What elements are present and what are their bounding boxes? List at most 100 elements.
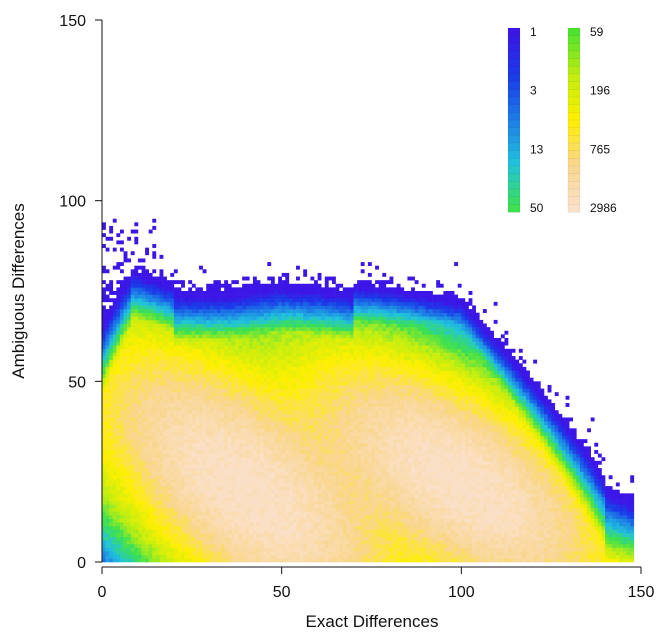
- heatmap-cell: [130, 272, 135, 277]
- heatmap-cell: [274, 518, 279, 523]
- heatmap-cell: [155, 421, 160, 425]
- heatmap-cell: [234, 334, 239, 339]
- heatmap-cell: [245, 493, 250, 498]
- heatmap-cell: [274, 337, 279, 342]
- heatmap-cell: [256, 348, 261, 353]
- heatmap-cell: [263, 392, 268, 397]
- heatmap-cell: [141, 453, 146, 458]
- heatmap-cell: [166, 435, 171, 440]
- heatmap-cell: [188, 341, 193, 346]
- heatmap-cell: [213, 522, 218, 527]
- heatmap-cell: [274, 475, 279, 480]
- heatmap-cell: [145, 457, 150, 462]
- heatmap-cell: [130, 366, 135, 371]
- heatmap-cell: [321, 522, 326, 527]
- heatmap-cell: [148, 272, 153, 277]
- heatmap-cell: [123, 421, 128, 425]
- heatmap-cell: [281, 370, 286, 375]
- heatmap-cell: [216, 442, 221, 447]
- heatmap-cell: [184, 439, 189, 444]
- heatmap-cell: [224, 377, 229, 382]
- heatmap-cell: [102, 384, 106, 389]
- heatmap-cell: [324, 446, 329, 451]
- heatmap-cell: [170, 417, 175, 422]
- heatmap-cell: [231, 511, 236, 516]
- heatmap-cell: [127, 421, 132, 425]
- heatmap-cell: [127, 547, 132, 552]
- heatmap-cell: [310, 377, 315, 382]
- heatmap-cell: [314, 507, 318, 512]
- heatmap-cell: [206, 493, 211, 498]
- heatmap-cell: [105, 464, 110, 469]
- heatmap-cell: [152, 431, 157, 436]
- heatmap-cell: [321, 421, 326, 425]
- heatmap-cell: [109, 543, 114, 548]
- heatmap-cell: [285, 374, 290, 379]
- heatmap-cell: [306, 334, 311, 339]
- heatmap-cell: [310, 529, 315, 534]
- heatmap-cell: [234, 500, 239, 505]
- heatmap-cell: [105, 287, 110, 292]
- heatmap-cell: [105, 309, 110, 313]
- heatmap-cell: [263, 406, 268, 411]
- heatmap-cell: [242, 370, 247, 375]
- heatmap-cell: [231, 309, 236, 313]
- heatmap-cell: [152, 449, 157, 454]
- heatmap-cell: [134, 554, 139, 559]
- heatmap-cell: [188, 428, 193, 433]
- heatmap-cell: [199, 287, 203, 292]
- heatmap-cell: [274, 493, 279, 498]
- heatmap-cell: [317, 377, 322, 382]
- heatmap-cell: [234, 536, 239, 541]
- heatmap-cell: [181, 280, 185, 285]
- heatmap-cell: [127, 399, 132, 404]
- heatmap-cell: [148, 543, 153, 548]
- heatmap-cell: [234, 374, 239, 379]
- heatmap-cell: [270, 276, 275, 281]
- heatmap-cell: [152, 486, 157, 491]
- heatmap-cell: [299, 345, 304, 350]
- heatmap-cell: [145, 518, 150, 523]
- heatmap-cell: [195, 558, 200, 563]
- heatmap-cell: [314, 301, 318, 306]
- heatmap-cell: [260, 352, 264, 357]
- heatmap-cell: [181, 522, 185, 527]
- heatmap-cell: [119, 460, 124, 465]
- heatmap-cell: [260, 525, 264, 530]
- heatmap-cell: [137, 442, 142, 447]
- heatmap-cell: [213, 529, 218, 534]
- heatmap-cell: [134, 294, 139, 299]
- heatmap-cell: [173, 403, 178, 407]
- heatmap-cell: [152, 533, 157, 537]
- heatmap-cell: [281, 500, 286, 505]
- heatmap-cell: [163, 392, 167, 397]
- heatmap-cell: [109, 283, 114, 288]
- heatmap-cell: [102, 478, 106, 483]
- heatmap-cell: [328, 525, 333, 530]
- heatmap-cell: [148, 431, 153, 436]
- heatmap-cell: [256, 449, 261, 454]
- heatmap-cell: [202, 410, 207, 415]
- heatmap-cell: [105, 536, 110, 541]
- heatmap-cell: [199, 309, 203, 313]
- heatmap-cell: [184, 381, 189, 386]
- heatmap-cell: [191, 421, 196, 425]
- heatmap-cell: [321, 507, 326, 512]
- heatmap-cell: [317, 330, 322, 335]
- heatmap-cell: [310, 471, 315, 476]
- heatmap-cell: [148, 449, 153, 454]
- heatmap-cell: [285, 395, 290, 400]
- heatmap-cell: [213, 417, 218, 422]
- heatmap-cell: [181, 291, 185, 295]
- heatmap-cell: [242, 287, 247, 292]
- heatmap-cell: [181, 431, 185, 436]
- heatmap-cell: [105, 366, 110, 371]
- heatmap-cell: [159, 388, 164, 393]
- heatmap-cell: [281, 424, 286, 429]
- heatmap-cell: [119, 403, 124, 407]
- heatmap-cell: [292, 377, 297, 382]
- heatmap-cell: [209, 334, 214, 339]
- heatmap-cell: [256, 305, 261, 310]
- heatmap-cell: [155, 543, 160, 548]
- heatmap-cell: [256, 475, 261, 480]
